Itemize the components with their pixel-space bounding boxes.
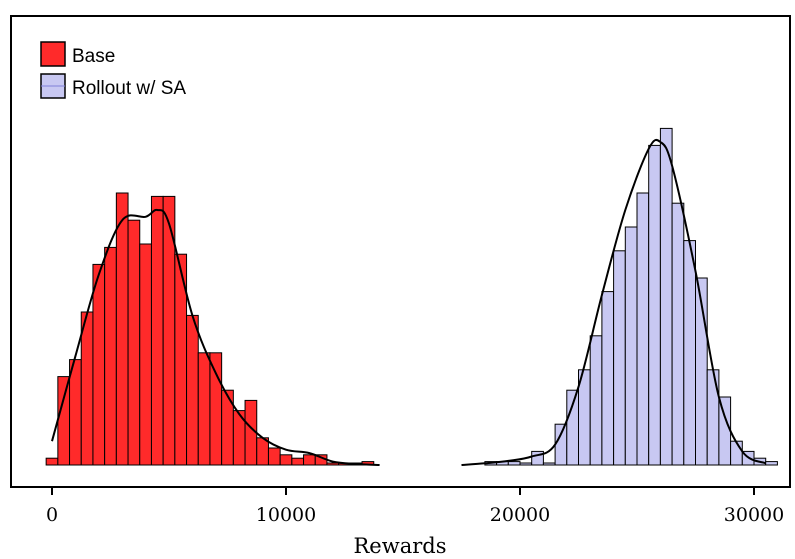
base-bar (57, 376, 71, 466)
base-bar (80, 311, 94, 466)
rollout-bar (636, 192, 650, 466)
rollout-bar (718, 396, 732, 466)
rollout-bar (648, 144, 661, 466)
base-bar (256, 437, 269, 466)
base-bar (69, 359, 82, 466)
base-bar (186, 314, 199, 466)
rollout-bar (531, 450, 544, 466)
series-rollout (484, 127, 778, 466)
rollout-bar (683, 240, 696, 466)
rollout-bar (507, 461, 521, 466)
legend-swatch-base (40, 41, 66, 67)
rollout-bar (765, 461, 778, 466)
rollout-density-curve (461, 138, 767, 466)
rollout-bar (519, 462, 533, 466)
rollout-bar (566, 389, 579, 466)
rollout-bar (624, 226, 638, 466)
x-tick-label: 30000 (724, 504, 784, 526)
base-bar (291, 457, 305, 466)
density-curves (51, 138, 767, 466)
base-bar (92, 263, 106, 466)
base-bar (267, 447, 281, 466)
base-bar (115, 192, 129, 466)
base-bar (139, 243, 152, 466)
rollout-bar (542, 462, 556, 466)
base-bar (150, 195, 164, 466)
base-density-curve (51, 208, 380, 466)
rollout-bar (601, 291, 615, 466)
legend: Base Rollout w/ SA (40, 41, 186, 99)
base-bar (279, 454, 293, 466)
plot-frame (10, 15, 791, 488)
x-tick-label: 10000 (256, 504, 316, 526)
bars-layer (45, 127, 778, 466)
rollout-bar (671, 202, 685, 466)
x-tick-label: 0 (46, 504, 58, 526)
base-bar (127, 219, 141, 466)
rollout-bar (706, 369, 720, 466)
rollout-bar (730, 440, 743, 466)
base-bar (303, 454, 316, 466)
rollout-bar (613, 250, 626, 466)
base-bar (45, 457, 59, 466)
legend-label-base: Base (72, 46, 115, 67)
series-base (45, 192, 375, 466)
x-axis-title: Rewards (354, 534, 447, 558)
legend-label-rollout: Rollout w/ SA (72, 78, 186, 99)
rollout-bar (554, 423, 568, 466)
rollout-bar (659, 127, 673, 466)
rollout-bar (589, 335, 603, 466)
base-bar (209, 352, 223, 466)
base-bar (104, 246, 117, 466)
x-tick-label: 20000 (490, 504, 550, 526)
axes: 0 10000 20000 30000 Rewards (10, 15, 791, 558)
base-bar (197, 352, 211, 466)
